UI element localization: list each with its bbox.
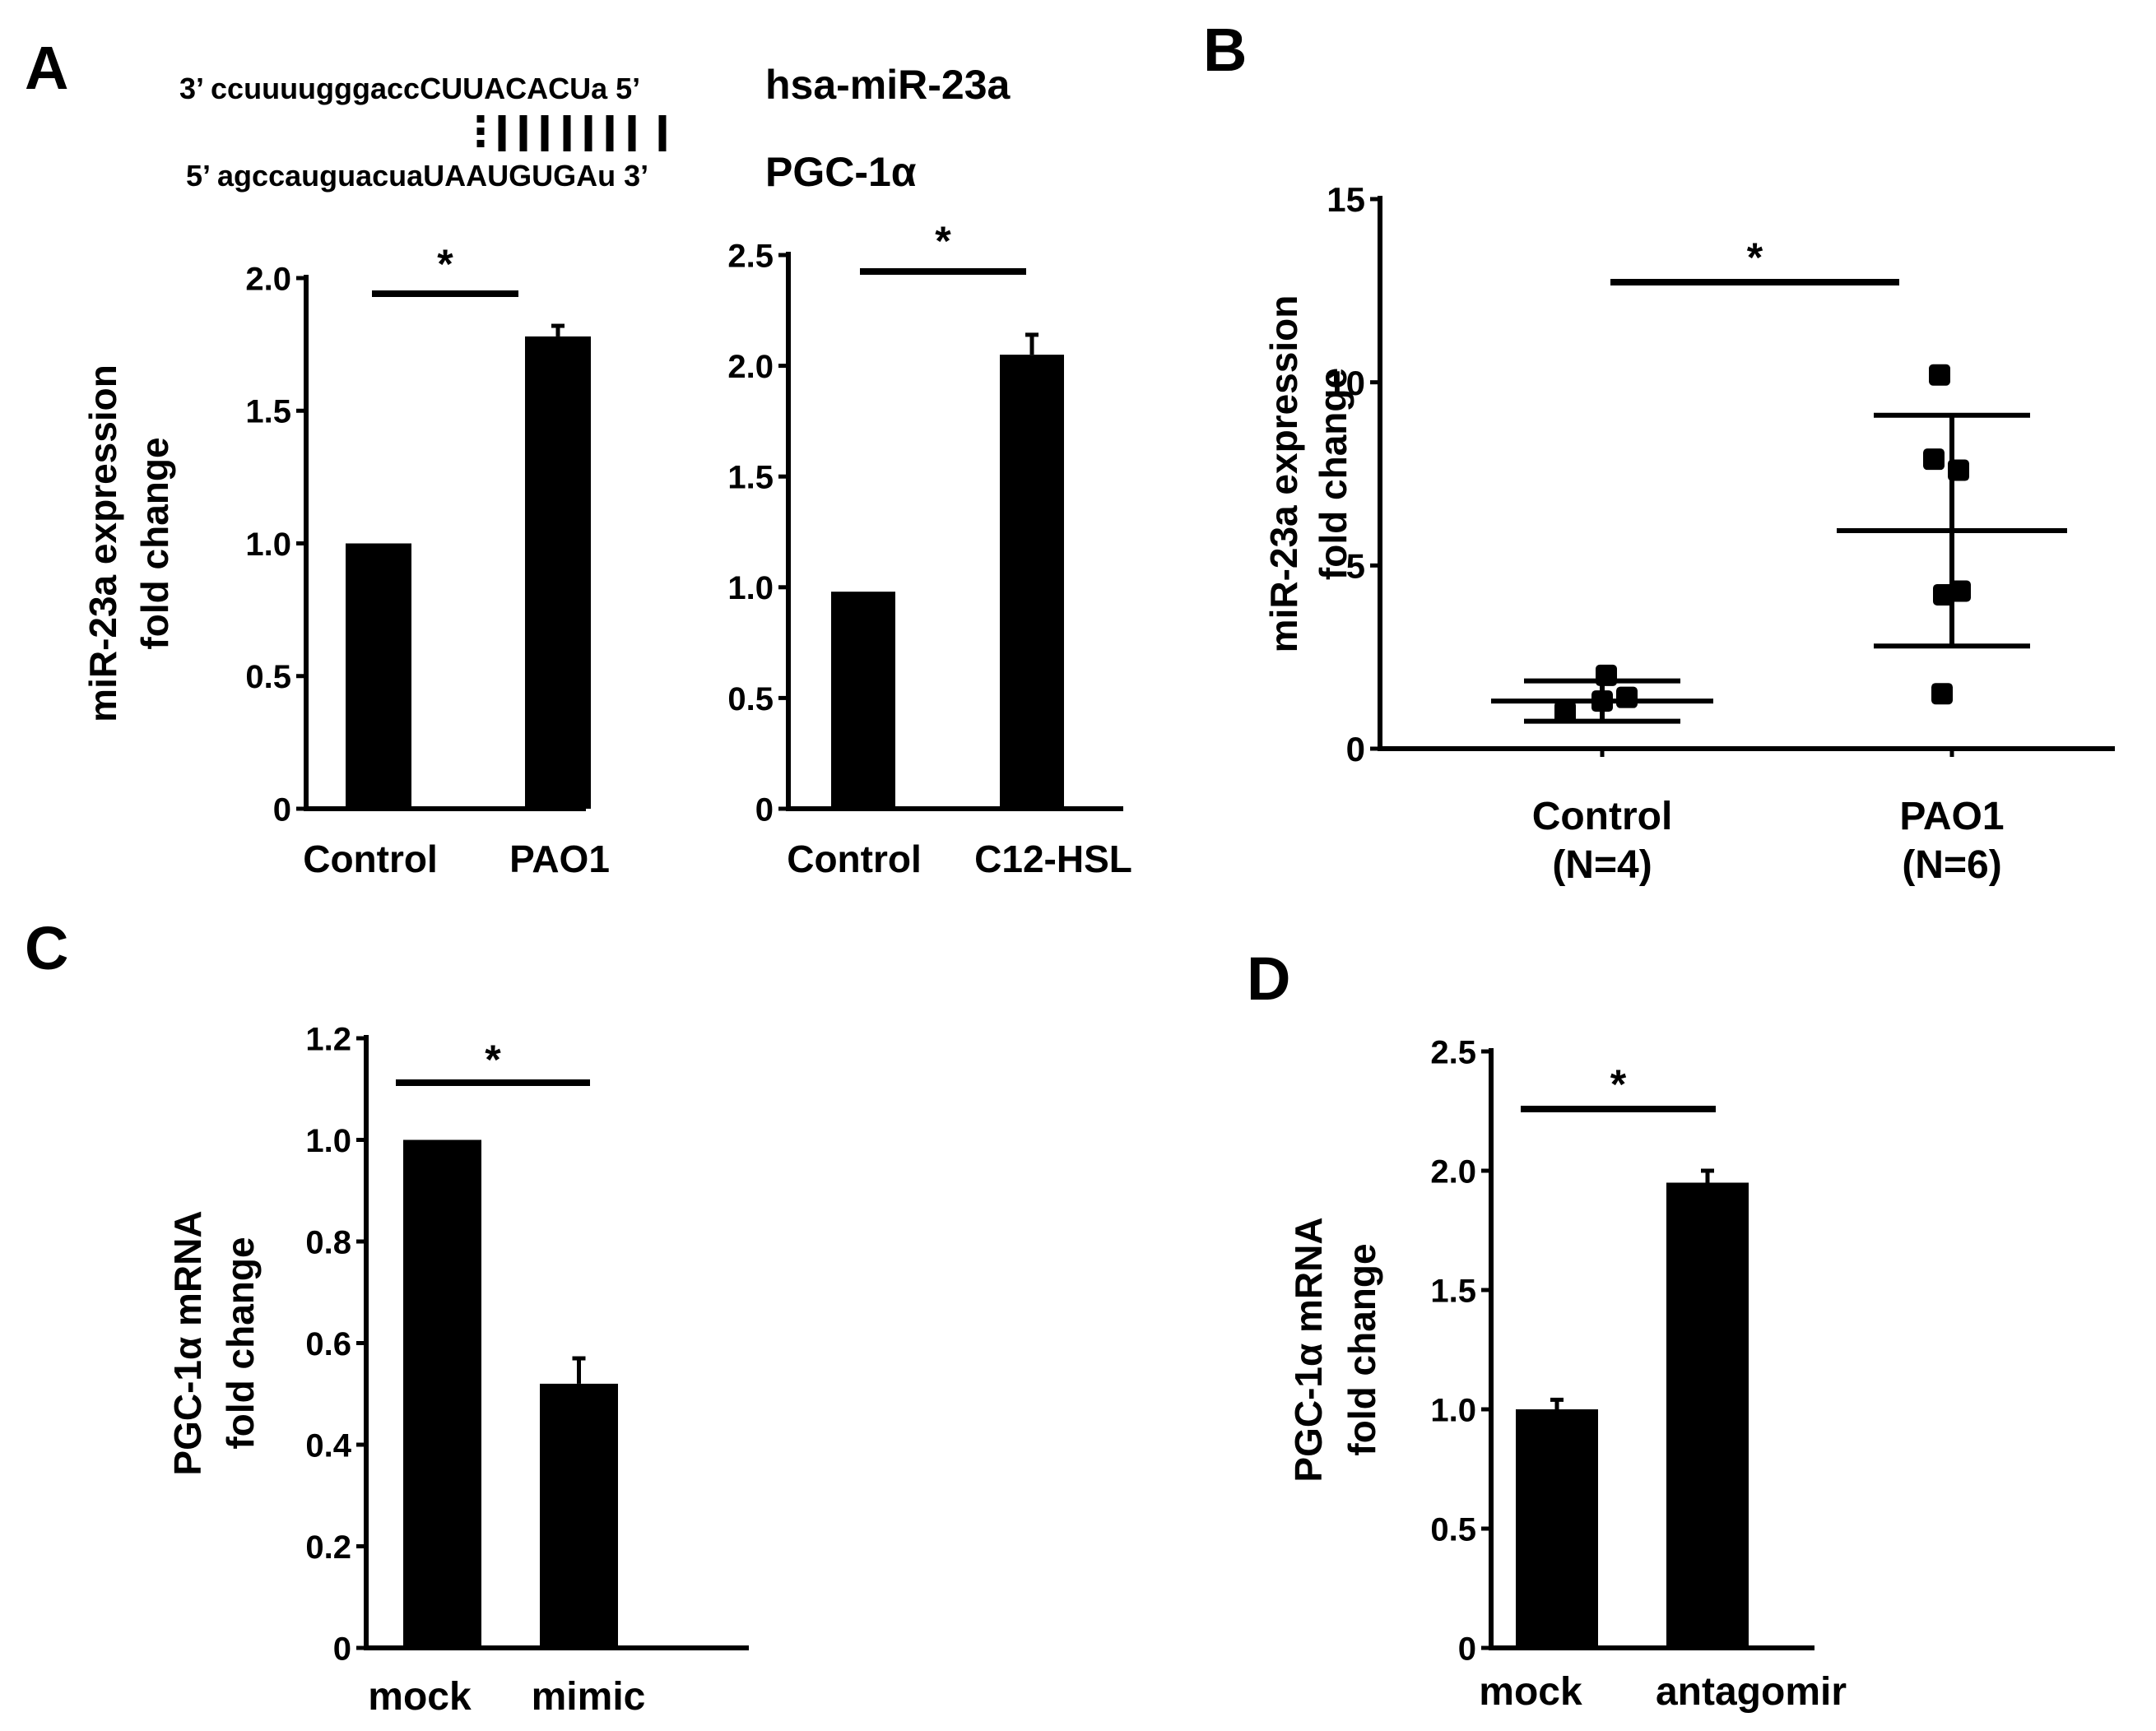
y-tick-label: 2.0: [1430, 1153, 1476, 1190]
panel-label-a: A: [25, 34, 68, 102]
category-label: antagomir: [1656, 1670, 1847, 1714]
bar: [1516, 1409, 1598, 1648]
panel-label-c: C: [25, 914, 68, 982]
y-tick-label: 2.5: [727, 238, 774, 274]
data-point: [1949, 580, 1971, 602]
y-tick-label: 5: [1346, 546, 1365, 585]
category-label: C12-HSL: [974, 838, 1132, 880]
chart-d: 0 0.5 1.0 1.5 2.0 2.5 PGC-1α mRNA fold change mo…: [1287, 1034, 1847, 1714]
bar: [346, 543, 411, 809]
panel-label-b: B: [1203, 16, 1247, 84]
y-axis-label: PGC-1α mRNA: [166, 1210, 209, 1475]
significance-star: *: [485, 1037, 501, 1083]
category-label: mock: [368, 1675, 472, 1719]
category-label: Control: [303, 838, 438, 880]
mirna-name: hsa-miR-23a: [765, 62, 1011, 108]
y-tick-label: 0: [1346, 730, 1365, 768]
y-tick-label: 10: [1327, 364, 1365, 402]
chart-c: 0 0.2 0.4 0.6 0.8 1.0 1.2 PGC-1α mRNA fold chang…: [166, 1021, 749, 1719]
category-label: PAO1: [509, 838, 610, 880]
y-tick-label: 1.0: [245, 527, 291, 563]
significance-star: *: [1610, 1061, 1627, 1107]
y-tick-label: 0: [273, 791, 291, 828]
category-label: PAO1: [1899, 795, 2004, 838]
y-axis-label: fold change: [133, 437, 176, 649]
significance-star: *: [1747, 234, 1763, 281]
y-tick-label: 0.2: [305, 1529, 351, 1566]
target-name: PGC-1α: [765, 149, 917, 195]
y-tick-label: 0.6: [305, 1326, 351, 1362]
data-point: [1554, 701, 1576, 723]
category-label: Control: [787, 838, 922, 880]
category-label: Control: [1532, 795, 1673, 838]
y-tick-label: 1.0: [305, 1123, 351, 1159]
y-axis-label: fold change: [219, 1237, 262, 1449]
y-tick-label: 1.0: [1430, 1392, 1476, 1428]
bar: [1666, 1182, 1749, 1648]
bar: [525, 336, 591, 809]
data-point: [1929, 364, 1950, 386]
y-axis-label: miR-23a expression: [81, 364, 124, 722]
significance-star: *: [935, 218, 951, 264]
y-tick-label: 15: [1327, 180, 1365, 219]
category-label: (N=4): [1552, 843, 1652, 887]
y-tick-label: 0.4: [305, 1427, 351, 1464]
bar: [831, 592, 895, 809]
y-tick-label: 0: [1458, 1631, 1476, 1667]
y-tick-label: 0.5: [245, 659, 291, 695]
chart-a2: 0 0.5 1.0 1.5 2.0 2.5 Control C12-HSL *: [727, 218, 1131, 880]
y-tick-label: 2.0: [727, 349, 774, 385]
bar: [1000, 355, 1064, 809]
category-label: (N=6): [1902, 843, 2001, 887]
chart-b: 0 5 10 15 miR-23a expression fold change Contr…: [1262, 180, 2115, 887]
y-tick-label: 0.5: [727, 681, 774, 717]
mirna-sequence: 3’ ccuuuugggaccCUUACACUa 5’: [179, 72, 640, 105]
y-tick-label: 1.2: [305, 1021, 351, 1057]
y-tick-label: 2.5: [1430, 1034, 1476, 1070]
y-axis-label: fold change: [1341, 1243, 1383, 1455]
chart-a1: 0 0.5 1.0 1.5 2.0 miR-23a expression fold chan…: [81, 241, 610, 880]
bar: [540, 1383, 618, 1648]
y-tick-label: 0: [333, 1631, 351, 1667]
y-axis-label: miR-23a expression: [1262, 295, 1305, 653]
bar: [403, 1139, 481, 1648]
data-point: [1616, 686, 1638, 708]
category-label: mimic: [532, 1675, 646, 1719]
significance-star: *: [437, 241, 453, 287]
y-tick-label: 0.8: [305, 1224, 351, 1260]
y-tick-label: 1.5: [1430, 1273, 1476, 1309]
y-tick-label: 1.5: [245, 394, 291, 430]
y-axis-label: fold change: [1312, 368, 1354, 580]
y-tick-label: 0.5: [1430, 1511, 1476, 1548]
y-tick-label: 0: [755, 791, 774, 828]
y-tick-label: 1.0: [727, 570, 774, 606]
target-sequence: 5’ agccauguacuaUAAUGUGAu 3’: [186, 159, 648, 193]
y-tick-label: 2.0: [245, 261, 291, 297]
panel-label-d: D: [1247, 944, 1290, 1013]
data-point: [1923, 448, 1945, 471]
data-point: [1931, 683, 1953, 705]
y-tick-label: 1.5: [727, 460, 774, 496]
y-axis-label: PGC-1α mRNA: [1287, 1217, 1330, 1482]
base-pair-lines: [476, 115, 667, 151]
data-point: [1933, 583, 1954, 606]
category-label: mock: [1479, 1670, 1582, 1714]
sequence-alignment: 3’ ccuuuugggaccCUUACACUa 5’ hsa-miR-23a …: [179, 62, 1011, 195]
